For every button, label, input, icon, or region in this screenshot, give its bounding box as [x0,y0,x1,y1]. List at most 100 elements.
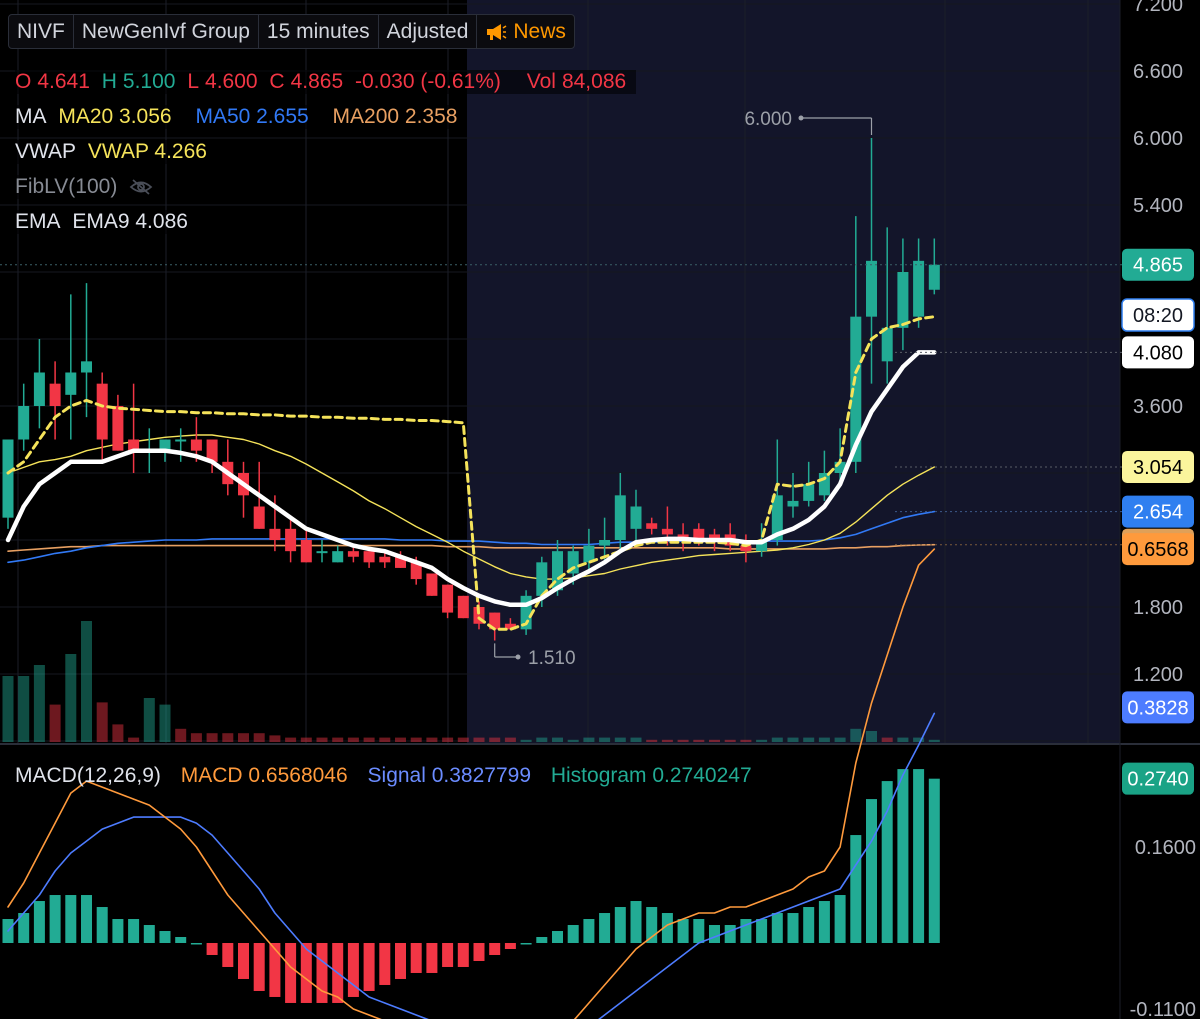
macd-histogram-bar [787,913,799,943]
volume-bar [2,676,14,742]
macd-label: MACD(12,26,9) [15,764,161,787]
candle-body [395,556,406,568]
vwap-legend[interactable]: VWAP VWAP 4.266 [15,140,217,164]
low-annotation: 1.510 [528,648,576,669]
macd-tag-macd-box [1122,533,1194,566]
candle-body [159,439,171,451]
candle-body [614,495,626,540]
macd-histogram-bar [159,931,171,943]
candle-body [410,562,422,580]
y-axis-tick: 6.600 [1133,61,1183,83]
ma-legend[interactable]: MA MA20 3.056 MA50 2.655 MA200 2.358 [15,105,468,129]
interval-selector[interactable]: 15 minutes [259,15,379,48]
macd-histogram-bar [65,895,77,943]
volume-bar [410,737,422,742]
macd-tag-signal-box [1122,691,1194,724]
candle-body [834,461,846,473]
macd-histogram-bar [316,943,328,1003]
eye-hidden-icon[interactable] [129,178,153,196]
volume-bar [724,739,736,742]
candle-body [661,528,673,535]
ma200-value: MA200 2.358 [332,105,458,128]
macd-histogram-bar [881,781,893,943]
macd-value: MACD 0.6568046 [180,764,348,787]
volume-bar [190,733,202,742]
price-tag-close-box [1122,248,1194,281]
macd-histogram-bar [756,919,768,943]
macd-histogram-bar [489,943,501,955]
candle-body [316,551,328,554]
volume-bar [504,737,516,742]
megaphone-icon [487,23,507,40]
macd-histogram-bar [913,769,925,943]
ema-legend[interactable]: EMA EMA9 4.086 [15,210,198,234]
volume-bar [787,737,799,742]
ma50-line [7,510,936,564]
histogram-value: Histogram 0.2740247 [550,764,752,787]
macd-histogram-bar [928,778,940,943]
macd-histogram-bar [238,943,249,979]
close-label: C [269,70,285,93]
high-value: 5.100 [122,70,176,93]
high-annotation: 6.000 [744,109,792,130]
macd-histogram-bar [897,769,909,943]
volume-bar [473,737,485,742]
macd-axis-tick: -0.1100 [1130,999,1196,1019]
vwap-line [6,315,936,631]
volume-value: 84,086 [561,70,627,93]
volume-bar [552,737,563,742]
news-button[interactable]: News [477,15,574,48]
macd-histogram-bar [567,925,579,943]
price-tag-ema-box [1122,336,1194,369]
symbol-ticker[interactable]: NIVF [9,15,74,48]
ema-label: EMA [15,210,61,233]
countdown-tag-text: 08:20 [1133,305,1183,327]
candle-body [269,528,281,540]
macd-histogram-bar [473,943,485,961]
volume-bar [128,737,140,742]
macd-histogram-bar [363,943,375,991]
macd-legend[interactable]: MACD(12,26,9) MACD 0.6568046 Signal 0.38… [15,764,766,788]
macd-histogram-bar [347,943,359,997]
macd-histogram-bar [442,943,454,967]
candle-body [740,545,752,552]
candle-body [442,584,454,613]
macd-histogram-bar [175,937,187,943]
symbol-header[interactable]: NIVF NewGenIvf Group 15 minutes Adjusted… [8,14,575,49]
y-axis-tick: 7.200 [1133,0,1183,16]
macd-histogram-bar [536,937,548,943]
macd-histogram-bar [520,943,532,945]
y-axis-tick: 5.400 [1133,195,1183,217]
candle-body [190,439,202,451]
macd-histogram-bar [206,943,218,955]
low-value: 4.600 [205,70,258,93]
volume-bar [300,737,312,742]
volume-bar [285,737,297,742]
macd-tag-hist-box [1122,762,1194,795]
volume-label: Vol [526,70,556,93]
candle-body [756,540,768,552]
signal-value: Signal 0.3827799 [367,764,531,787]
fib-legend[interactable]: FibLV(100) [15,175,158,199]
macd-histogram-bar [724,925,736,943]
macd-histogram-bar [269,943,281,997]
candle-body [81,361,92,373]
volume-bar [866,731,877,742]
candle-body [850,316,862,462]
company-name: NewGenIvf Group [74,15,259,48]
macd-histogram-bar [552,931,563,943]
candle-body [646,523,658,529]
macd-histogram-bar [128,919,140,943]
volume-bar [489,737,501,742]
candle-body [363,551,375,563]
adjustment-toggle[interactable]: Adjusted [379,15,478,48]
volume-bar [709,739,720,742]
ema9-value: EMA9 4.086 [72,210,188,233]
volume-bar [269,735,281,742]
candle-body [300,540,312,563]
macd-tag-signal: 0.3828 [1122,691,1194,724]
macd-histogram-bar [614,907,626,943]
ma50-value: MA50 2.655 [195,105,309,128]
macd-histogram-bar [33,901,45,943]
